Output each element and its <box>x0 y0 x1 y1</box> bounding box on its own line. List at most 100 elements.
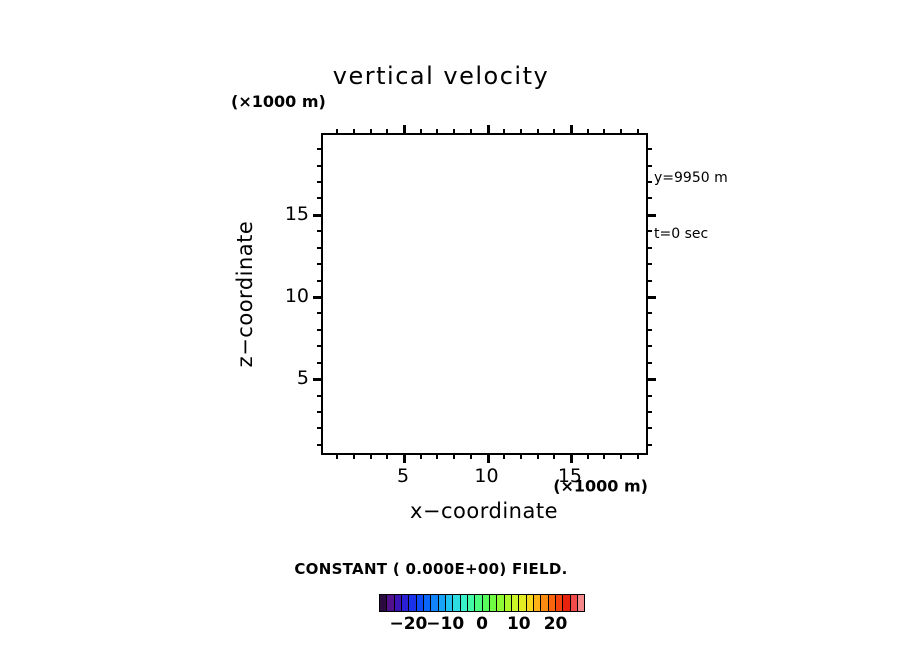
y-minor-tick <box>317 230 323 233</box>
x-minor-tick-top <box>519 129 522 135</box>
x-minor-tick-top <box>336 129 339 135</box>
y-major-tick <box>313 296 323 299</box>
colorbar-cell <box>438 595 446 611</box>
colorbar-cell <box>577 595 585 611</box>
x-major-tick <box>403 453 407 463</box>
y-minor-tick <box>317 361 323 364</box>
colorbar-cell <box>555 595 564 611</box>
colorbar-cell <box>453 595 461 611</box>
axes-frame: 5 10 15 5 10 15 <box>285 125 656 487</box>
x-major-tick-top <box>569 125 573 135</box>
x-minor-tick-top <box>386 129 389 135</box>
x-minor-tick <box>469 453 472 459</box>
x-tick-label: 10 <box>474 465 499 487</box>
x-minor-tick <box>419 453 422 459</box>
y-minor-tick <box>317 427 323 430</box>
colorbar-cell <box>475 595 483 611</box>
x-minor-tick-top <box>553 129 556 135</box>
x-minor-tick <box>453 453 456 459</box>
colorbar-cell <box>416 595 424 611</box>
y-major-tick <box>313 213 323 217</box>
colorbar-cell <box>533 595 542 611</box>
y-minor-tick-right <box>646 361 652 364</box>
colorbar-cell <box>504 595 512 611</box>
y-minor-tick-right <box>646 230 652 233</box>
y-tick-label: 10 <box>284 285 309 307</box>
x-major-tick <box>486 453 490 463</box>
colorbar-cell <box>401 595 410 611</box>
y-minor-tick-right <box>646 312 652 315</box>
colorbar-cell <box>482 595 490 611</box>
x-minor-tick <box>553 453 556 459</box>
y-minor-tick-right <box>646 345 652 348</box>
y-minor-tick <box>317 345 323 348</box>
y-minor-tick-right <box>646 181 652 183</box>
y-minor-tick <box>317 148 323 151</box>
y-minor-tick-right <box>646 328 652 331</box>
x-major-tick <box>569 453 573 463</box>
colorbar-tick-label: 10 <box>506 614 531 634</box>
colorbar-cell <box>460 595 468 611</box>
x-minor-tick-top <box>436 129 439 135</box>
colorbar-cell <box>563 595 571 611</box>
colorbar-cell <box>423 595 432 611</box>
x-minor-tick <box>353 453 356 459</box>
annotation-line-t: t=0 sec <box>654 226 709 243</box>
corner-annotation: y=9950 m t=0 sec <box>654 131 728 263</box>
colorbar-tick-label: 0 <box>476 614 488 634</box>
x-minor-tick-top <box>619 129 622 135</box>
colorbar-cell <box>570 595 578 611</box>
x-minor-tick-top <box>603 129 606 135</box>
x-minor-tick-top <box>503 129 506 135</box>
y-major-tick <box>313 378 323 382</box>
x-minor-tick-top <box>453 129 456 135</box>
x-minor-tick-top <box>419 129 422 135</box>
annotation-line-y: y=9950 m <box>654 169 728 186</box>
x-minor-tick-top <box>636 129 639 135</box>
y-major-tick-right <box>646 213 656 217</box>
colorbar-tick-label: −20 <box>389 614 428 634</box>
x-minor-tick-top <box>586 129 589 135</box>
y-minor-tick <box>317 164 323 167</box>
x-minor-tick <box>603 453 606 459</box>
y-tick-label: 15 <box>284 202 309 225</box>
x-minor-tick <box>586 453 589 459</box>
y-minor-tick <box>317 263 323 266</box>
y-minor-tick <box>317 443 323 446</box>
colorbar-cell <box>445 595 454 611</box>
y-minor-tick-right <box>646 411 652 413</box>
x-minor-tick-top <box>536 129 539 135</box>
y-minor-tick-right <box>646 197 652 200</box>
colorbar-cell <box>394 595 402 611</box>
x-major-tick-top <box>486 125 490 135</box>
x-minor-tick <box>536 453 539 459</box>
y-major-tick-right <box>646 378 656 382</box>
colorbar-cell <box>431 595 439 611</box>
x-minor-tick <box>636 453 639 459</box>
colorbar-cell <box>526 595 534 611</box>
y-major-tick-right <box>646 296 656 299</box>
x-minor-tick <box>619 453 622 459</box>
y-minor-tick-right <box>646 148 652 151</box>
y-minor-tick-right <box>646 263 652 266</box>
colorbar-cell <box>519 595 527 611</box>
colorbar-cell <box>380 595 388 611</box>
constant-field-caption: CONSTANT ( 0.000E+00) FIELD. <box>294 560 568 578</box>
x-minor-tick <box>336 453 339 459</box>
y-minor-tick <box>317 279 323 282</box>
y-minor-tick <box>317 411 323 413</box>
x-minor-tick-top <box>353 129 356 135</box>
x-minor-tick <box>519 453 522 459</box>
x-tick-label: 5 <box>397 465 410 487</box>
y-minor-tick-right <box>646 279 652 282</box>
colorbar-tick-label: −10 <box>426 614 465 634</box>
colorbar-cell <box>548 595 556 611</box>
y-minor-tick <box>317 181 323 183</box>
x-minor-tick <box>436 453 439 459</box>
y-minor-tick-right <box>646 164 652 167</box>
colorbar: −20 −10 0 10 20 <box>379 594 585 634</box>
y-minor-tick-right <box>646 246 652 249</box>
y-minor-tick-right <box>646 443 652 446</box>
x-major-tick-top <box>403 125 407 135</box>
x-minor-tick-top <box>369 129 372 135</box>
